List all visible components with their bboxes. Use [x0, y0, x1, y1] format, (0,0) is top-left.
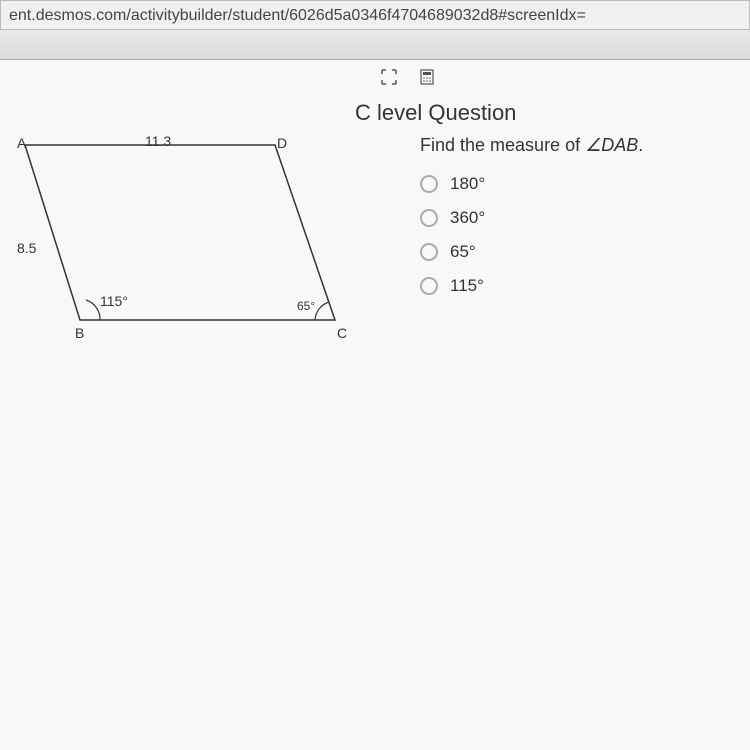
prompt-suffix: .: [638, 135, 643, 155]
option-label: 180°: [450, 174, 485, 194]
option-label: 65°: [450, 242, 476, 262]
top-icons: [380, 68, 436, 86]
vertex-a-label: A: [17, 135, 26, 151]
option-65[interactable]: 65°: [420, 242, 740, 262]
expand-icon[interactable]: [380, 68, 398, 86]
angle-c-label: 65°: [297, 299, 315, 313]
angle-name: ∠DAB: [585, 135, 638, 155]
section-title: C level Question: [355, 100, 516, 126]
content-area: C level Question A D B C 11.3 8.5 115° 6…: [0, 60, 750, 750]
url-bar[interactable]: ent.desmos.com/activitybuilder/student/6…: [0, 0, 750, 30]
vertex-b-label: B: [75, 325, 84, 341]
calculator-icon[interactable]: [418, 68, 436, 86]
option-label: 360°: [450, 208, 485, 228]
radio-icon: [420, 243, 438, 261]
option-180[interactable]: 180°: [420, 174, 740, 194]
radio-icon: [420, 209, 438, 227]
angle-b-label: 115°: [100, 293, 128, 309]
prompt-prefix: Find the measure of: [420, 135, 585, 155]
option-360[interactable]: 360°: [420, 208, 740, 228]
parallelogram-diagram: A D B C 11.3 8.5 115° 65°: [5, 135, 365, 345]
vertex-d-label: D: [277, 135, 287, 151]
question-panel: Find the measure of ∠DAB. 180° 360° 65° …: [420, 135, 740, 310]
vertex-c-label: C: [337, 325, 347, 341]
option-115[interactable]: 115°: [420, 276, 740, 296]
browser-toolbar: [0, 30, 750, 60]
option-label: 115°: [450, 276, 484, 296]
side-ab-label: 8.5: [17, 240, 36, 256]
question-prompt: Find the measure of ∠DAB.: [420, 135, 740, 156]
side-ad-label: 11.3: [145, 133, 171, 149]
radio-icon: [420, 175, 438, 193]
radio-icon: [420, 277, 438, 295]
